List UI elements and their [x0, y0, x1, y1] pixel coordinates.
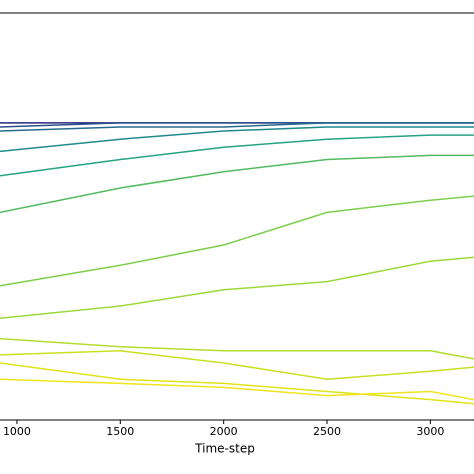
- x-tick-label: 2500: [313, 425, 341, 438]
- series-line: [0, 126, 474, 153]
- series-line: [0, 195, 474, 287]
- series-line: [0, 350, 474, 381]
- series-line: [0, 154, 474, 214]
- x-tick-label: 2000: [210, 425, 238, 438]
- x-tick-label: 1500: [106, 425, 134, 438]
- series-line: [0, 362, 474, 405]
- series-line: [0, 378, 474, 401]
- x-tick-label: 1000: [3, 425, 31, 438]
- series-line: [0, 337, 474, 360]
- x-tick-label: 3000: [416, 425, 444, 438]
- x-axis-label: Time-step: [194, 442, 255, 456]
- series-line: [0, 122, 474, 132]
- series-line: [0, 134, 474, 177]
- series-line: [0, 256, 474, 320]
